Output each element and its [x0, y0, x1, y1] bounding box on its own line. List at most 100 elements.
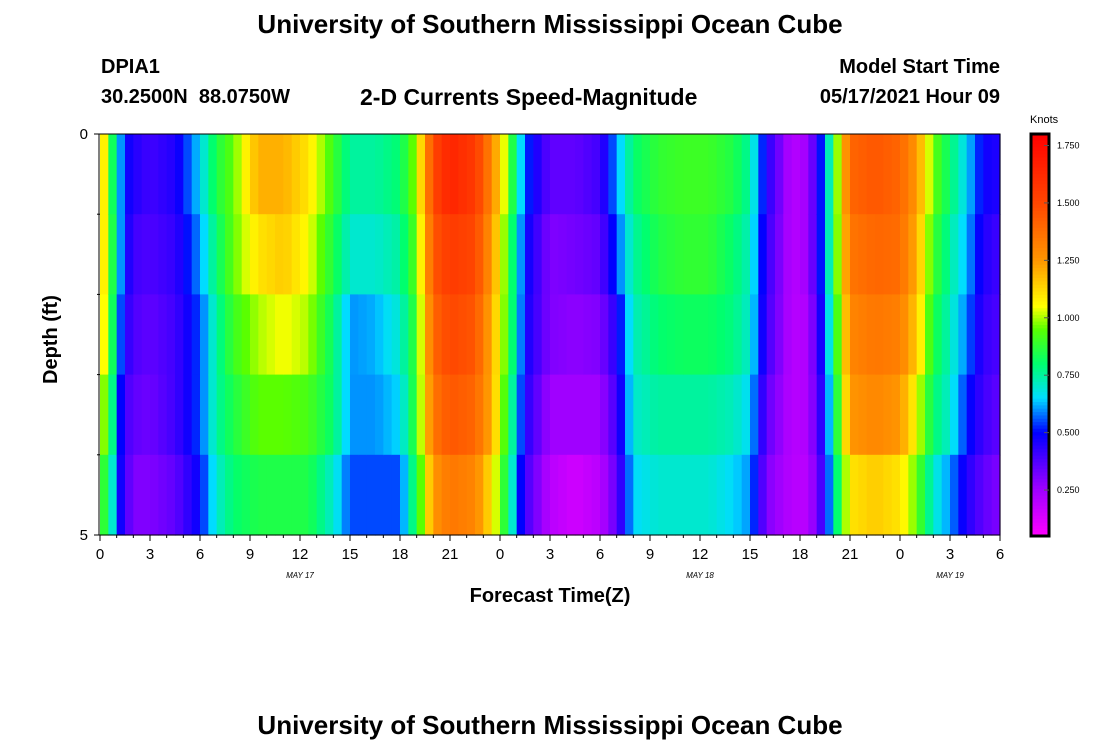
colorbar-segment: [1031, 435, 1049, 440]
colorbar-segment: [1031, 288, 1049, 293]
heatmap-cell: [241, 214, 251, 295]
heatmap-cell: [341, 214, 351, 295]
heatmap-cell: [983, 454, 993, 536]
colorbar-segment: [1031, 348, 1049, 353]
heatmap-cell: [625, 374, 634, 456]
heatmap-cell: [616, 294, 626, 376]
heatmap-cell: [666, 134, 676, 215]
colorbar-segment: [1031, 529, 1049, 534]
colorbar-segment: [1031, 144, 1049, 148]
heatmap-cell: [200, 454, 209, 536]
heatmap-cell: [891, 134, 901, 215]
heatmap-cell: [366, 374, 376, 456]
heatmap-cell: [800, 374, 809, 456]
heatmap-cell: [683, 214, 693, 295]
colorbar-segment: [1031, 170, 1049, 175]
heatmap-cell: [733, 454, 743, 536]
heatmap-cell: [841, 374, 851, 456]
heatmap-cell: [883, 374, 893, 456]
heatmap-cell: [316, 294, 326, 376]
heatmap-cell: [875, 294, 884, 376]
heatmap-cell: [741, 134, 751, 215]
heatmap-cell: [591, 294, 601, 376]
heatmap-cell: [500, 294, 509, 376]
heatmap-cell: [833, 374, 843, 456]
colorbar-segment: [1031, 190, 1049, 195]
colorbar-segment: [1031, 241, 1049, 246]
heatmap-cell: [858, 454, 868, 536]
heatmap-cell: [641, 374, 651, 456]
heatmap-cell: [683, 134, 693, 215]
colorbar-segment: [1031, 351, 1049, 356]
heatmap-cell: [275, 294, 284, 376]
heatmap-cell: [775, 294, 784, 376]
heatmap-cell: [708, 454, 718, 536]
heatmap-cell: [466, 294, 476, 376]
heatmap-cell: [758, 454, 768, 536]
heatmap-cell: [783, 134, 793, 215]
colorbar-segment: [1031, 412, 1049, 416]
heatmap-cell: [125, 294, 134, 376]
colorbar-segment: [1031, 415, 1049, 420]
heatmap-cell: [116, 294, 126, 376]
heatmap-cell: [425, 134, 434, 215]
heatmap-cell: [208, 214, 218, 295]
heatmap-cell: [458, 214, 468, 295]
colorbar-segment: [1031, 482, 1049, 487]
heatmap-cell: [891, 214, 901, 295]
heatmap-cell: [866, 374, 876, 456]
heatmap-cell: [483, 454, 493, 536]
heatmap-cell: [983, 374, 993, 456]
colorbar-segment: [1031, 204, 1049, 209]
heatmap-cell: [458, 374, 468, 456]
heatmap-cell: [933, 294, 943, 376]
heatmap-cell: [433, 374, 443, 456]
colorbar-tick-label: 1.000: [1057, 313, 1080, 323]
x-tick-label: 21: [442, 546, 459, 563]
heatmap-cell: [483, 374, 493, 456]
heatmap-cell: [208, 134, 218, 215]
heatmap-cell: [150, 294, 159, 376]
heatmap-cell: [650, 374, 659, 456]
heatmap-cell: [716, 374, 726, 456]
heatmap-cell: [316, 374, 326, 456]
heatmap-cell: [333, 374, 343, 456]
heatmap-cell: [566, 214, 576, 295]
heatmap-cell: [558, 214, 568, 295]
colorbar-segment: [1031, 509, 1049, 514]
heatmap-cell: [958, 294, 968, 376]
heatmap-cell: [850, 294, 859, 376]
heatmap-cell: [391, 454, 401, 536]
colorbar-frame: [1029, 132, 1051, 538]
heatmap-cell: [425, 294, 434, 376]
heatmap-cell: [733, 134, 743, 215]
heatmap-cell: [666, 374, 676, 456]
heatmap-cell: [300, 134, 309, 215]
heatmap-cell: [416, 454, 426, 536]
heatmap-cell: [908, 454, 918, 536]
heatmap-cell: [875, 374, 884, 456]
heatmap-cell: [383, 454, 393, 536]
colorbar-segment: [1031, 492, 1049, 497]
heatmap-cell: [591, 454, 601, 536]
colorbar-segment: [1031, 187, 1049, 192]
heatmap-cell: [325, 294, 334, 376]
heatmap-cell: [133, 374, 143, 456]
heatmap-cell: [583, 134, 593, 215]
heatmap-cell: [508, 294, 518, 376]
heatmap-cell: [600, 294, 609, 376]
colorbar-segment: [1031, 458, 1049, 463]
heatmap-cell: [991, 294, 1001, 376]
colorbar-segment: [1031, 365, 1049, 370]
colorbar-segment: [1031, 472, 1049, 477]
heatmap-cell: [816, 134, 826, 215]
heatmap-cell: [541, 454, 551, 536]
heatmap-cell: [883, 134, 893, 215]
colorbar-segment: [1031, 254, 1049, 259]
heatmap-cell: [825, 454, 834, 536]
heatmap-cell: [225, 294, 234, 376]
heatmap-cell: [208, 294, 218, 376]
heatmap-cell: [100, 454, 109, 536]
heatmap-cell: [216, 134, 226, 215]
heatmap-cell: [725, 294, 734, 376]
